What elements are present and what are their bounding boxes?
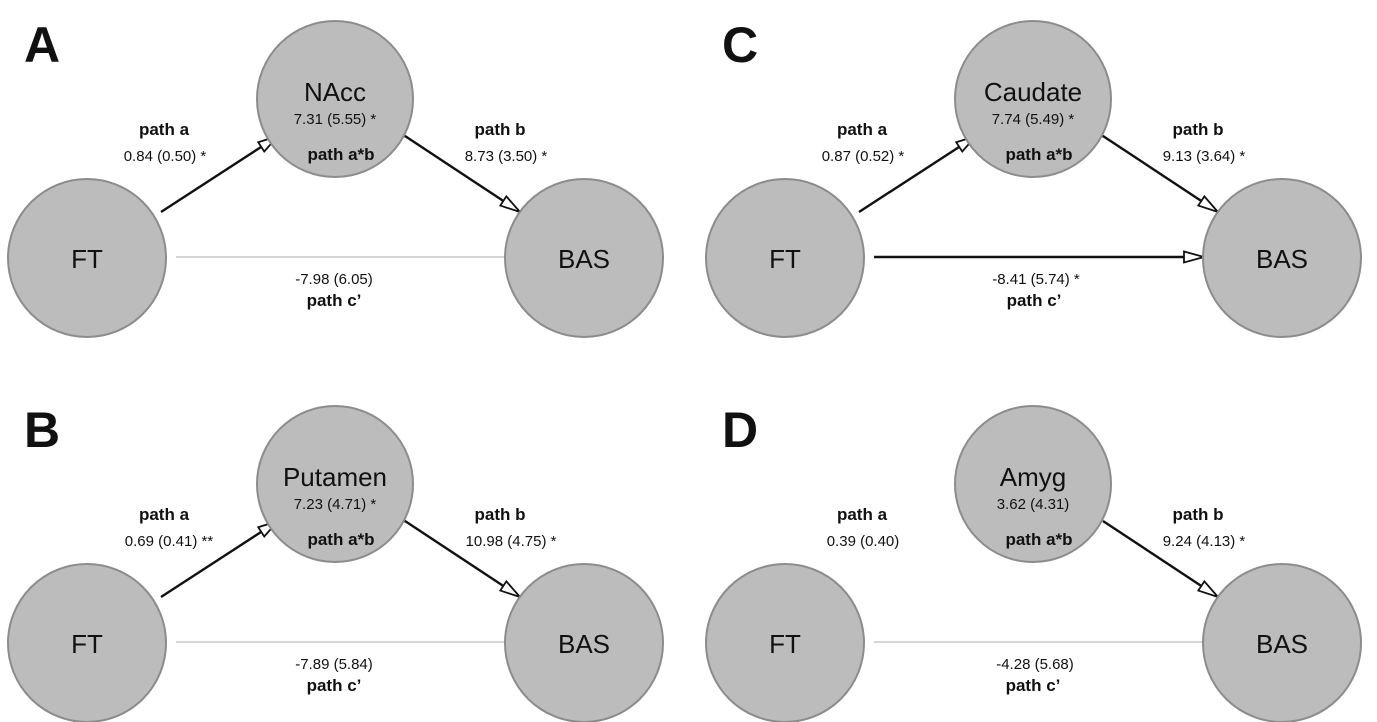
mediator-label: Amyg [1000,462,1066,492]
panel-letter: A [24,17,60,73]
indirect-label: path a*b [1005,145,1072,164]
outcome-node [1202,178,1362,338]
outcome-node [504,178,664,338]
panel-c: C Caudate 7.74 (5.49) * path a*b FT BAS … [705,17,1362,338]
outcome-label: BAS [558,244,610,274]
panel-letter: B [24,402,60,458]
path-c-value: -8.41 (5.74) * [992,271,1080,288]
path-a-value: 0.69 (0.41) ** [125,533,214,550]
path-c-title: path c’ [307,676,362,695]
path-b-value: 8.73 (3.50) * [465,148,548,165]
indirect-label: path a*b [307,145,374,164]
mediator-label: NAcc [304,77,366,107]
outcome-node [1202,563,1362,722]
path-b-title: path b [475,120,526,139]
path-b-edge [404,134,520,212]
panel-b: B Putamen 7.23 (4.71) * path a*b FT BAS … [7,402,664,722]
mediator-node [256,405,414,563]
path-c-value: -7.98 (6.05) [295,271,373,288]
predictor-label: FT [769,244,801,274]
path-b-edge [404,519,520,597]
panel-d: D Amyg 3.62 (4.31) path a*b FT BAS path … [705,402,1362,722]
path-a-value: 0.87 (0.52) * [822,148,905,165]
path-c-title: path c’ [307,291,362,310]
path-b-title: path b [475,505,526,524]
indirect-value: 3.62 (4.31) [997,496,1070,513]
predictor-label: FT [71,629,103,659]
indirect-label: path a*b [1005,530,1072,549]
path-a-title: path a [139,120,190,139]
path-b-edge [1102,519,1218,597]
path-a-title: path a [837,120,888,139]
path-a-edge [160,136,278,214]
path-a-value: 0.84 (0.50) * [124,148,207,165]
path-b-value: 9.24 (4.13) * [1163,533,1246,550]
predictor-node [7,563,167,722]
path-a-title: path a [139,505,190,524]
mediator-node [954,20,1112,178]
indirect-value: 7.31 (5.55) * [294,111,377,128]
path-c-title: path c’ [1007,291,1062,310]
path-b-title: path b [1173,120,1224,139]
indirect-value: 7.23 (4.71) * [294,496,377,513]
path-b-title: path b [1173,505,1224,524]
path-b-value: 9.13 (3.64) * [1163,148,1246,165]
path-a-value: 0.39 (0.40) [827,533,900,550]
panel-letter: D [722,402,758,458]
path-c-value: -7.89 (5.84) [295,656,373,673]
outcome-label: BAS [1256,244,1308,274]
path-a-edge [160,521,278,599]
indirect-value: 7.74 (5.49) * [992,111,1075,128]
predictor-node [705,563,865,722]
mediator-label: Caudate [984,77,1082,107]
path-c-value: -4.28 (5.68) [996,656,1074,673]
mediator-node [256,20,414,178]
indirect-label: path a*b [307,530,374,549]
panel-letter: C [722,17,758,73]
predictor-label: FT [769,629,801,659]
outcome-label: BAS [1256,629,1308,659]
path-b-edge [1102,134,1218,212]
predictor-node [7,178,167,338]
mediator-node [954,405,1112,563]
predictor-node [705,178,865,338]
predictor-label: FT [71,244,103,274]
panel-a: A NAcc 7.31 (5.55) * path a*b FT BAS pat… [7,17,664,338]
path-a-edge [858,136,976,214]
outcome-node [504,563,664,722]
path-b-value: 10.98 (4.75) * [466,533,557,550]
outcome-label: BAS [558,629,610,659]
path-a-title: path a [837,505,888,524]
mediator-label: Putamen [283,462,387,492]
path-c-title: path c’ [1006,676,1061,695]
